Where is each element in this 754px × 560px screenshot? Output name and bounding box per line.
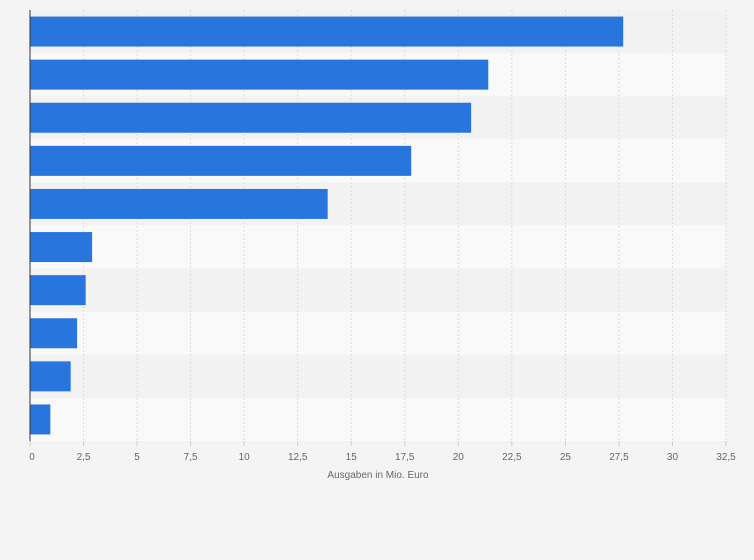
bar-10[interactable] (30, 404, 51, 435)
bar-2[interactable] (30, 59, 489, 90)
x-axis-title: Ausgaben in Mio. Euro (327, 470, 429, 481)
row-band-7 (30, 268, 726, 312)
bar-4[interactable] (30, 145, 412, 176)
x-tick-label: 20 (453, 452, 465, 463)
x-axis-ticks: 0 2,5 5 7,5 10 12,5 15 17,5 20 22,5 25 27,5 30 32,5 (29, 441, 736, 463)
x-tick-label: 17,5 (395, 452, 415, 463)
row-band-8 (30, 311, 726, 355)
bar-1[interactable] (30, 16, 624, 47)
x-tick-label: 2,5 (77, 452, 91, 463)
x-tick-label: 27,5 (609, 452, 629, 463)
bar-8[interactable] (30, 318, 78, 349)
x-tick-label: 7,5 (184, 452, 198, 463)
bar-5[interactable] (30, 188, 328, 219)
bar-3[interactable] (30, 102, 472, 133)
x-tick-label: 0 (29, 452, 35, 463)
x-tick-label: 32,5 (716, 452, 736, 463)
x-tick-label: 12,5 (288, 452, 308, 463)
x-tick-label: 15 (346, 452, 358, 463)
bars (30, 16, 624, 435)
bar-6[interactable] (30, 232, 93, 263)
row-band-10 (30, 397, 726, 441)
x-tick-label: 22,5 (502, 452, 522, 463)
row-band-9 (30, 354, 726, 398)
x-tick-label: 30 (667, 452, 679, 463)
x-tick-label: 10 (239, 452, 251, 463)
x-tick-label: 25 (560, 452, 572, 463)
row-band-6 (30, 225, 726, 269)
bar-9[interactable] (30, 361, 71, 392)
x-tick-label: 5 (134, 452, 140, 463)
bar-7[interactable] (30, 275, 86, 306)
